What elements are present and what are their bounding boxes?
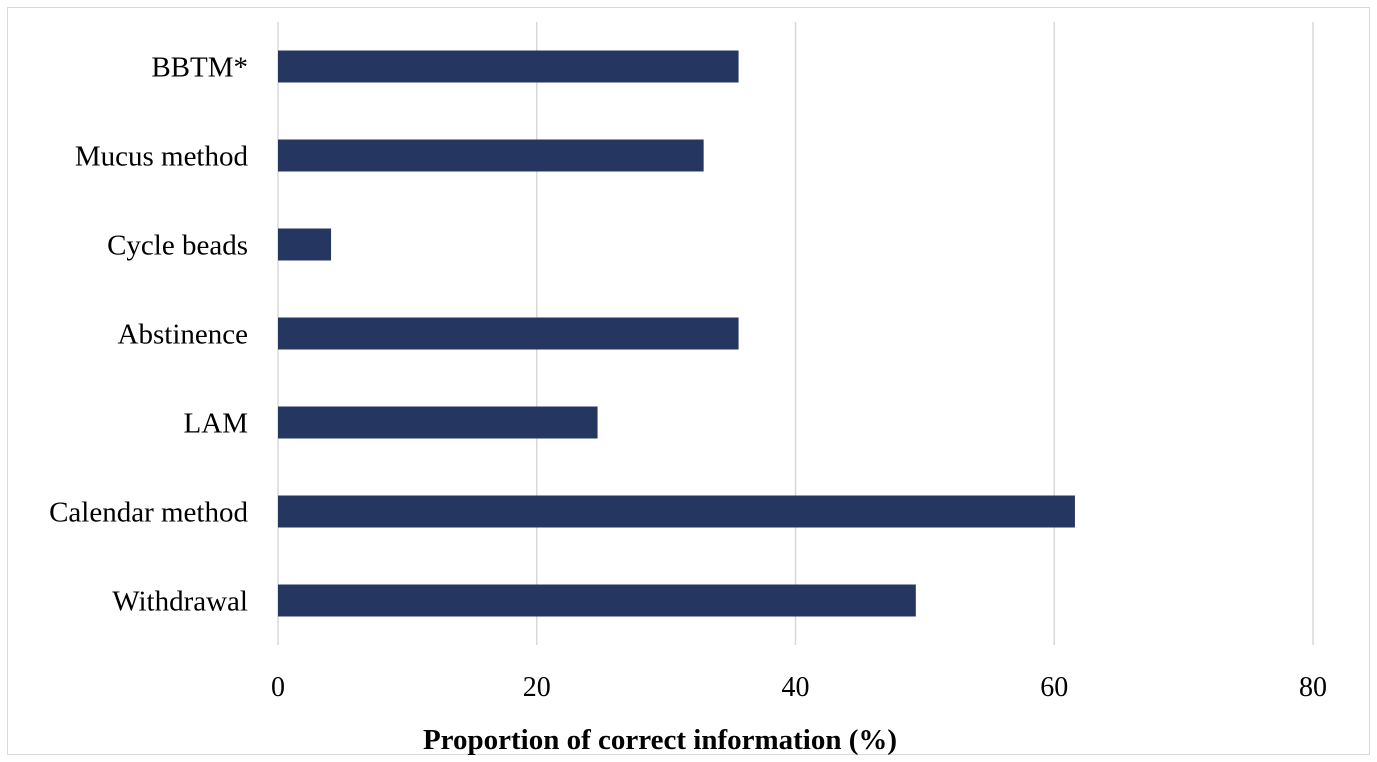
category-label: Mucus method — [75, 141, 249, 173]
bar — [278, 50, 739, 83]
bar — [278, 495, 1075, 528]
category-label: BBTM* — [151, 52, 248, 84]
x-tick-label: 40 — [782, 672, 810, 703]
chart-frame — [7, 7, 1370, 755]
x-tick-label: 60 — [1040, 672, 1068, 703]
bar — [278, 139, 704, 172]
bar — [278, 317, 739, 350]
bar — [278, 406, 598, 439]
category-label: Cycle beads — [107, 230, 248, 262]
category-labels: BBTM* Mucus method Cycle beads Abstinence LA… — [49, 52, 248, 618]
bar — [278, 584, 916, 617]
category-label: Calendar method — [49, 497, 248, 529]
category-label: Withdrawal — [112, 586, 248, 618]
gridlines — [277, 22, 1314, 645]
x-tick-labels: 0 20 40 60 80 — [271, 672, 1327, 703]
x-tick-label: 20 — [523, 672, 551, 703]
category-label: LAM — [184, 408, 248, 440]
bars — [278, 50, 1075, 617]
category-label: Abstinence — [118, 319, 248, 351]
x-tick-label: 0 — [271, 672, 285, 703]
x-tick-label: 80 — [1299, 672, 1327, 703]
x-axis-title: Proportion of correct information (%) — [423, 724, 897, 756]
bar — [278, 228, 332, 261]
